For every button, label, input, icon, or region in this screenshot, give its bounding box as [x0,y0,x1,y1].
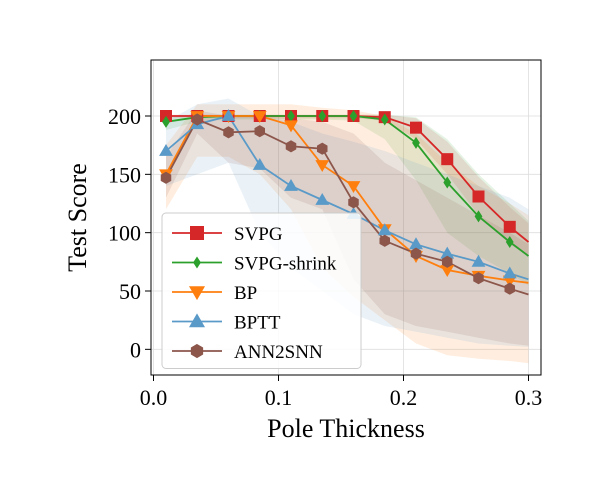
point-bptt [315,192,330,205]
point-ann2snn [223,126,234,139]
point-svpg [441,153,454,166]
point-ann2snn [316,142,328,155]
legend-label-bp: BP [234,283,257,304]
point-svpg-shrink [349,109,358,123]
point-bptt [377,223,392,236]
legend-marker-svpg-shrink [193,256,201,269]
point-svpg-shrink [505,235,514,249]
y-tick-label: 200 [108,104,141,129]
legend-label-svpg-shrink: SVPG-shrink [234,254,337,275]
axis-ticks: 0.0 0.1 0.2 0.3 0 50 100 150 200 [108,104,542,410]
point-svpg-shrink [443,176,452,189]
legend-box [161,212,362,369]
legend-label-ann2snn: ANN2SNN [234,342,323,363]
point-bp [252,111,267,124]
point-ann2snn [473,272,484,285]
y-tick-label: 0 [130,337,141,362]
legend-marker-svpg [190,226,204,240]
point-bp [284,120,298,133]
legend-marker-ann2snn [190,343,204,359]
legend-label-bptt: BPTT [234,313,281,334]
point-bptt [221,108,236,121]
point-svpg [503,220,516,233]
point-bptt [252,157,267,170]
y-tick-label: 100 [108,221,141,246]
y-axis-label: Test Score [63,163,92,272]
point-ann2snn [348,196,359,209]
point-svpg-shrink [474,210,483,223]
point-svpg-shrink [412,136,420,149]
point-ann2snn [285,140,297,153]
point-bptt [471,254,486,267]
point-ann2snn [504,282,516,295]
x-tick-label: 0.2 [390,385,418,410]
point-ann2snn [160,171,172,184]
point-ann2snn [379,234,391,247]
point-ann2snn [191,113,203,126]
point-bp [346,181,361,194]
series-markers [159,108,517,295]
point-svpg [410,121,422,134]
y-tick-label: 50 [119,279,141,304]
point-svpg-shrink [380,113,389,126]
legend: SVPG SVPG-shrink BP BPTT ANN2SNN [161,212,362,369]
point-bptt [159,143,173,156]
point-svpg-shrink [162,115,170,128]
point-ann2snn [410,247,422,260]
point-ann2snn [254,125,266,138]
x-axis-label: Pole Thickness [267,414,425,443]
x-tick-label: 0.0 [140,385,168,410]
point-bptt [284,178,298,191]
point-svpg-shrink [318,109,327,123]
x-tick-label: 0.1 [265,385,293,410]
x-tick-label: 0.3 [515,385,543,410]
band-svpg-shrink [166,114,529,286]
point-bptt [502,266,517,279]
point-ann2snn [441,255,453,268]
point-svpg [472,190,485,203]
legend-label-svpg: SVPG [234,224,283,245]
legend-marker-bptt [188,313,206,328]
y-tick-label: 150 [108,162,141,187]
plot-frame [150,59,542,376]
legend-marker-bp [188,286,206,301]
point-bp [315,160,330,173]
